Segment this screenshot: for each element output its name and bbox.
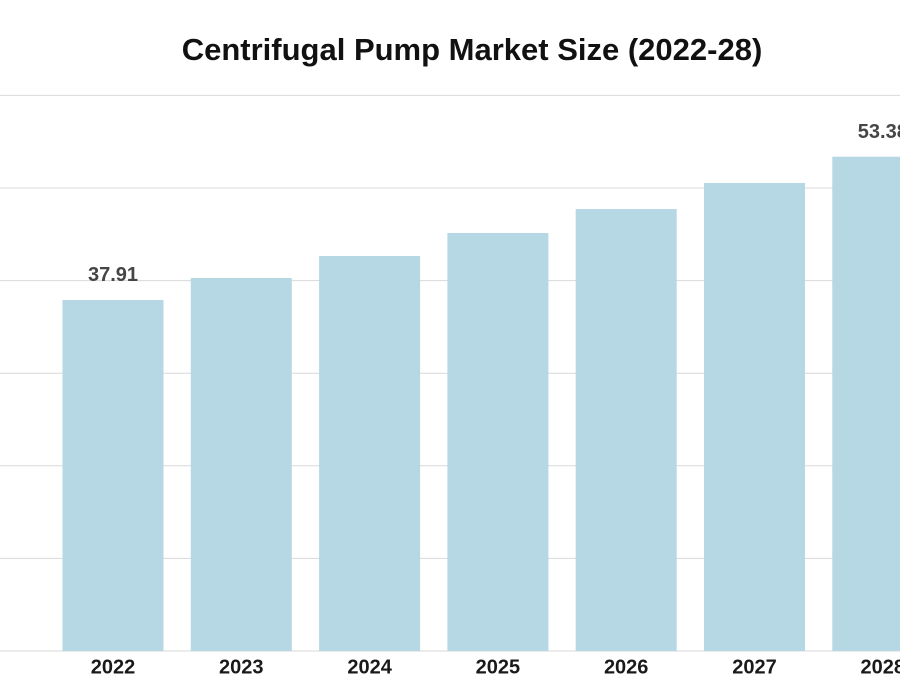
value-label: 37.91 bbox=[88, 264, 138, 286]
x-tick-label: 2027 bbox=[732, 656, 777, 678]
x-tick-label: 2022 bbox=[91, 656, 136, 678]
bar bbox=[319, 255, 421, 652]
x-tick-label: 2024 bbox=[347, 656, 392, 678]
value-label: 53.38 bbox=[858, 121, 900, 143]
x-tick-label: 2025 bbox=[476, 656, 521, 678]
x-tick-label: 2023 bbox=[219, 656, 264, 678]
chart-title: Centrifugal Pump Market Size (2022-28) bbox=[182, 32, 763, 67]
bar bbox=[832, 156, 900, 651]
bar bbox=[575, 209, 677, 651]
bar bbox=[447, 233, 549, 651]
bar bbox=[190, 278, 292, 651]
bar bbox=[62, 299, 164, 651]
bar bbox=[704, 182, 805, 651]
x-tick-label: 2026 bbox=[604, 656, 649, 678]
x-tick-label: 2028 bbox=[861, 656, 900, 678]
